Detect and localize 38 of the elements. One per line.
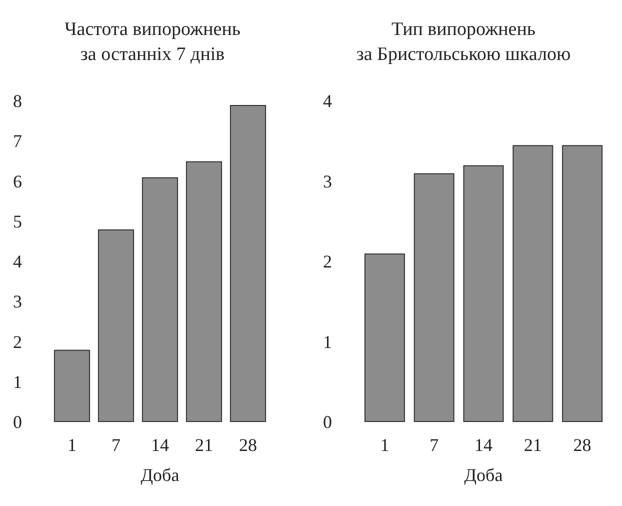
bar <box>512 145 554 422</box>
y-tick-label: 1 <box>323 332 332 352</box>
y-tick-label: 6 <box>13 171 22 192</box>
bar <box>414 173 454 422</box>
y-tick-label: 0 <box>13 412 22 432</box>
y-tick-label: 4 <box>323 91 332 111</box>
x-axis-title: Доба <box>464 465 503 485</box>
x-tick-label: 28 <box>239 435 257 455</box>
bar <box>230 105 266 422</box>
x-tick-label: 21 <box>524 435 542 455</box>
x-tick-label: 14 <box>151 435 169 455</box>
y-tick-label: 3 <box>323 171 332 192</box>
y-tick-label: 4 <box>13 252 22 272</box>
bar <box>562 145 603 422</box>
y-tick-label: 2 <box>13 332 22 352</box>
bar <box>54 350 90 422</box>
x-tick-label: 7 <box>112 435 120 455</box>
x-tick-label: 1 <box>380 435 390 455</box>
x-tick-label: 28 <box>573 435 592 455</box>
y-tick-label: 8 <box>13 91 22 111</box>
x-axis-title: Доба <box>140 465 180 485</box>
y-tick-label: 0 <box>323 412 332 432</box>
bar <box>142 177 178 422</box>
x-tick-label: 7 <box>430 435 439 455</box>
y-tick-label: 3 <box>13 292 22 312</box>
x-tick-label: 1 <box>68 435 76 455</box>
y-tick-label: 1 <box>13 372 22 392</box>
y-tick-label: 2 <box>323 252 332 272</box>
y-tick-label: 5 <box>13 211 22 232</box>
bar <box>98 229 134 422</box>
y-tick-label: 7 <box>13 131 22 152</box>
x-tick-label: 21 <box>195 435 213 455</box>
bar <box>463 165 504 422</box>
chart-title: Частота випорожнень за останніх 7 днів <box>64 19 241 65</box>
bar <box>186 161 222 422</box>
x-tick-label: 14 <box>474 435 492 455</box>
bar <box>364 253 405 422</box>
chart-title: Тип випорожнень за Бристольською шкалою <box>356 19 571 65</box>
